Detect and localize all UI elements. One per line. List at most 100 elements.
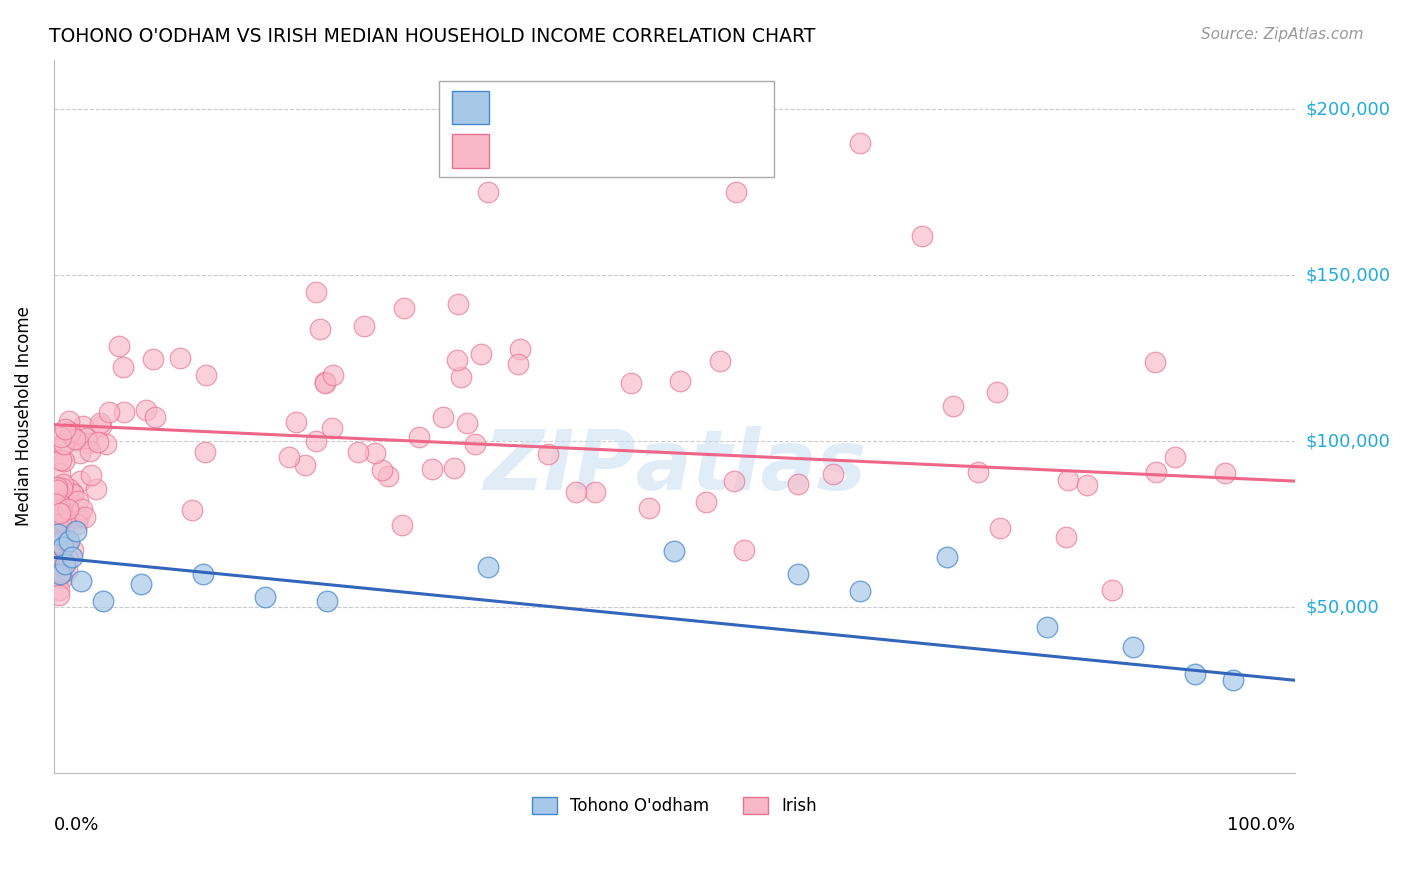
Point bbox=[45, 557, 67, 571]
Point bbox=[353, 318, 375, 333]
Point bbox=[65, 434, 87, 448]
Point bbox=[723, 474, 745, 488]
Point bbox=[45, 452, 67, 467]
Point bbox=[45, 516, 67, 530]
Point bbox=[51, 565, 73, 579]
Point bbox=[314, 376, 336, 390]
Point bbox=[285, 415, 308, 429]
Point bbox=[53, 530, 76, 544]
Point bbox=[48, 512, 70, 526]
Point bbox=[58, 533, 80, 548]
Point bbox=[849, 136, 872, 150]
Point bbox=[464, 437, 486, 451]
Point bbox=[90, 418, 112, 433]
Point bbox=[108, 339, 131, 353]
Point bbox=[322, 368, 344, 382]
Point bbox=[49, 509, 72, 524]
Point bbox=[76, 435, 98, 450]
Point bbox=[45, 532, 67, 546]
Point bbox=[45, 526, 67, 541]
Point bbox=[450, 369, 472, 384]
Point bbox=[65, 432, 87, 446]
Point bbox=[408, 430, 430, 444]
Point bbox=[470, 347, 492, 361]
Point bbox=[53, 504, 76, 518]
Point bbox=[536, 447, 558, 461]
Point bbox=[1222, 673, 1244, 688]
Point bbox=[1163, 450, 1185, 464]
Point bbox=[69, 475, 91, 489]
Point bbox=[59, 427, 82, 442]
Text: TOHONO O'ODHAM VS IRISH MEDIAN HOUSEHOLD INCOME CORRELATION CHART: TOHONO O'ODHAM VS IRISH MEDIAN HOUSEHOLD… bbox=[49, 27, 815, 45]
Point bbox=[46, 543, 69, 558]
Point bbox=[84, 482, 107, 496]
Point bbox=[62, 543, 84, 558]
Point bbox=[62, 486, 84, 500]
Text: $50,000: $50,000 bbox=[1306, 599, 1379, 616]
Point bbox=[304, 434, 326, 448]
Text: 0.0%: 0.0% bbox=[53, 816, 100, 834]
Point bbox=[65, 524, 87, 538]
Point bbox=[314, 376, 336, 390]
Point bbox=[69, 446, 91, 460]
Point bbox=[49, 506, 72, 520]
Point bbox=[67, 494, 90, 508]
Point bbox=[477, 186, 499, 200]
Point bbox=[51, 495, 73, 509]
Text: $150,000: $150,000 bbox=[1306, 267, 1391, 285]
Point bbox=[53, 526, 76, 541]
Point bbox=[72, 502, 94, 516]
Point bbox=[821, 467, 844, 481]
Point bbox=[477, 560, 499, 574]
Point bbox=[509, 342, 531, 356]
Point bbox=[309, 321, 332, 335]
Point bbox=[443, 461, 465, 475]
Point bbox=[51, 481, 73, 495]
Point bbox=[112, 360, 135, 375]
Point bbox=[51, 437, 73, 451]
Point bbox=[45, 520, 67, 534]
Point bbox=[53, 557, 76, 571]
Point bbox=[936, 550, 959, 565]
Point bbox=[194, 368, 217, 383]
Legend: Tohono O'odham, Irish: Tohono O'odham, Irish bbox=[526, 790, 824, 822]
Point bbox=[967, 466, 990, 480]
Point bbox=[56, 563, 79, 577]
Point bbox=[58, 551, 80, 566]
Point bbox=[142, 352, 165, 367]
Point bbox=[1144, 466, 1167, 480]
Point bbox=[46, 559, 69, 574]
Point bbox=[942, 399, 965, 413]
Point bbox=[45, 482, 67, 496]
Point bbox=[66, 510, 89, 524]
Point bbox=[849, 583, 872, 598]
Point bbox=[576, 119, 599, 133]
Point bbox=[391, 517, 413, 532]
Point bbox=[45, 511, 67, 525]
Point bbox=[48, 496, 70, 510]
Point bbox=[315, 593, 337, 607]
Point bbox=[58, 414, 80, 428]
Point bbox=[51, 570, 73, 584]
Point bbox=[294, 458, 316, 472]
Point bbox=[191, 567, 214, 582]
Point bbox=[508, 357, 530, 371]
Point bbox=[583, 485, 606, 500]
Point bbox=[52, 491, 75, 506]
Point bbox=[58, 482, 80, 496]
Point bbox=[94, 437, 117, 451]
Point bbox=[432, 410, 454, 425]
Point bbox=[364, 446, 387, 460]
Text: Source: ZipAtlas.com: Source: ZipAtlas.com bbox=[1201, 27, 1364, 42]
Point bbox=[787, 477, 810, 491]
Point bbox=[45, 497, 67, 511]
Point bbox=[72, 419, 94, 434]
Point bbox=[277, 450, 299, 464]
Point bbox=[62, 485, 84, 500]
Point bbox=[695, 495, 717, 509]
Point bbox=[988, 521, 1011, 535]
Point bbox=[112, 405, 135, 419]
Point bbox=[49, 504, 72, 518]
Point bbox=[48, 582, 70, 597]
Point bbox=[1076, 478, 1098, 492]
